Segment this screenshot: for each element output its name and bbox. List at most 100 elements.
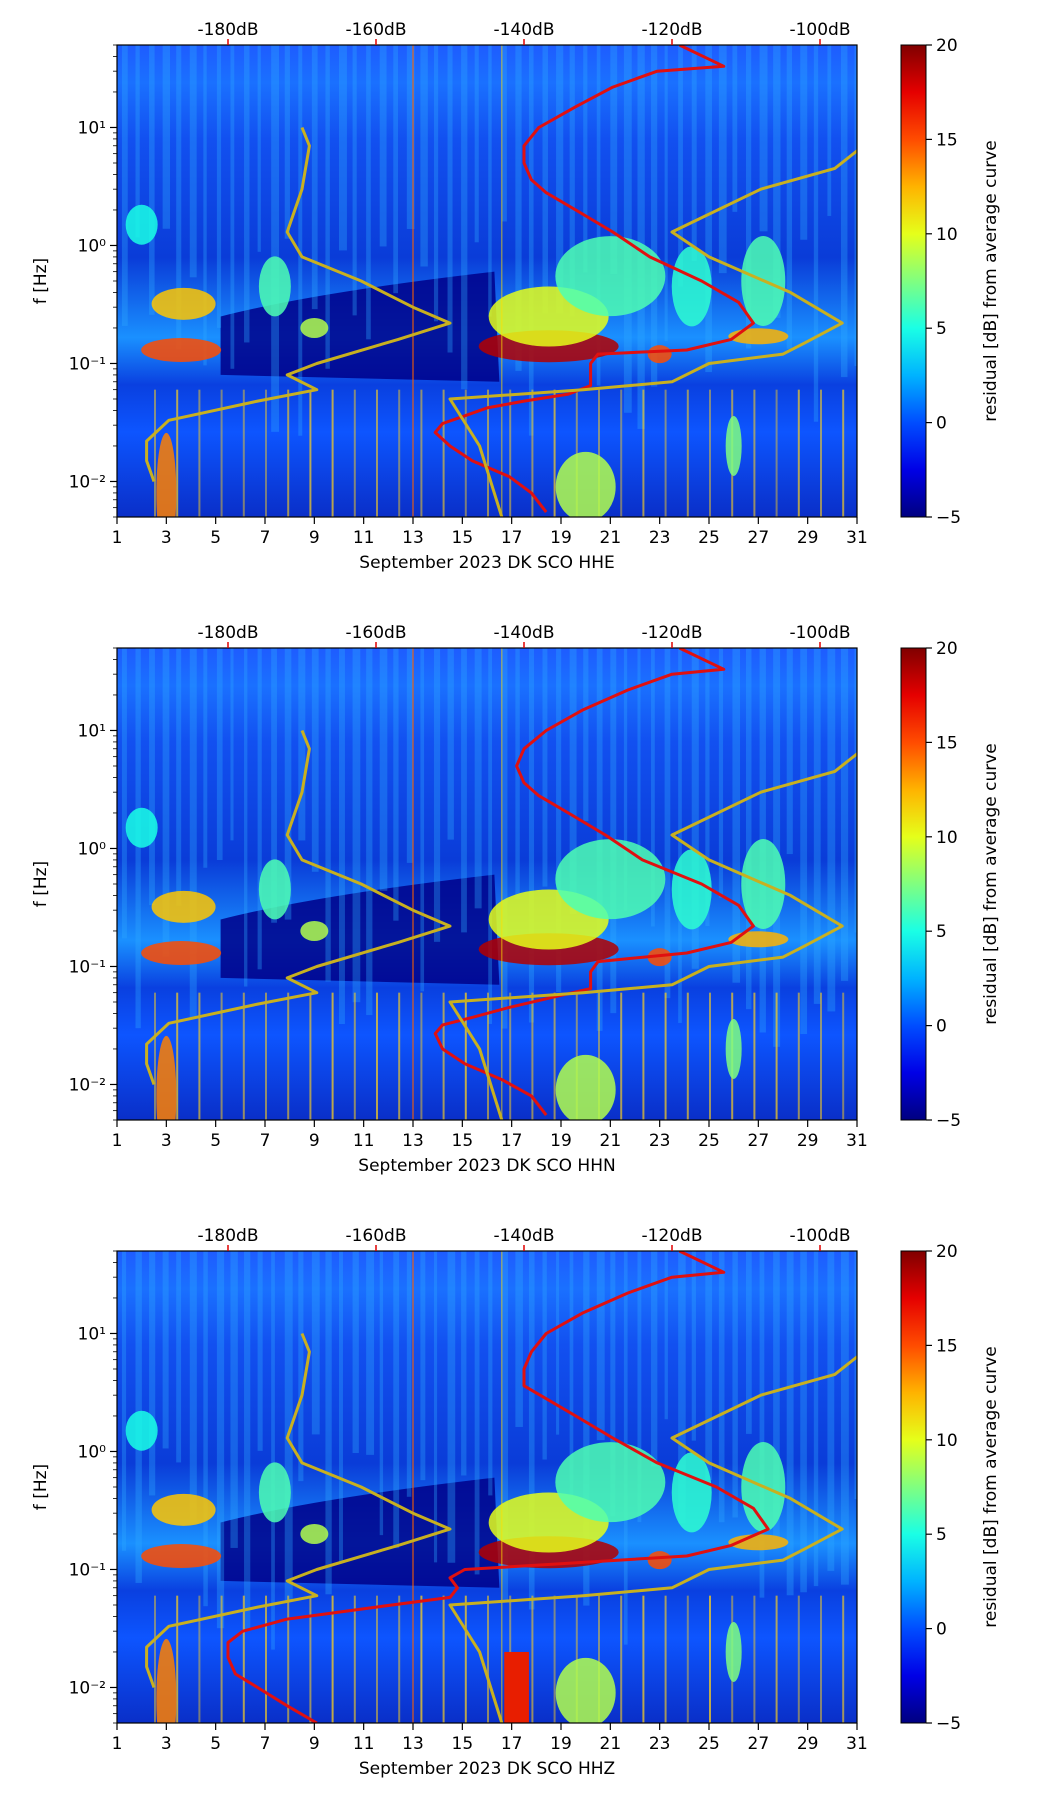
x-tick-label: 17 <box>501 1734 523 1754</box>
x-tick-label: 27 <box>748 528 770 548</box>
texture-spike <box>686 389 689 517</box>
texture-spike <box>376 1595 378 1723</box>
texture-stripe <box>854 1251 857 1500</box>
colorbar-tick-label: 20 <box>936 1242 958 1262</box>
energy-blob <box>555 1657 616 1723</box>
y-tick-label: 10⁻² <box>69 472 106 492</box>
energy-blob <box>258 256 291 317</box>
texture-stripe <box>718 648 724 898</box>
texture-spike <box>642 389 645 517</box>
y-tick-label: 10⁰ <box>78 236 107 256</box>
x-tick-label: 13 <box>402 528 424 548</box>
energy-blob <box>555 236 666 317</box>
texture-spike <box>709 1595 711 1723</box>
spectrogram-area <box>117 648 857 1120</box>
y-tick-label: 10⁻¹ <box>69 354 106 374</box>
texture-stripe <box>651 648 655 927</box>
texture-stripe <box>773 648 781 1047</box>
texture-spike <box>376 389 378 517</box>
texture-stripe <box>257 45 261 252</box>
texture-spike <box>820 1595 822 1723</box>
energy-blob <box>555 1054 616 1120</box>
energy-blob <box>300 1523 329 1544</box>
texture-stripe <box>311 1251 320 1435</box>
texture-stripe <box>298 1251 304 1482</box>
texture-stripe <box>176 1251 182 1463</box>
texture-stripe <box>366 1251 375 1455</box>
texture-stripe <box>121 1251 127 1551</box>
energy-blob <box>156 432 177 517</box>
texture-stripe <box>786 1251 794 1596</box>
y-tick-label: 10¹ <box>78 118 106 138</box>
energy-blob <box>555 1442 666 1523</box>
texture-stripe <box>447 648 454 840</box>
texture-stripe <box>651 1251 658 1467</box>
x-tick-label: 29 <box>797 528 819 548</box>
db-tick-label: -160dB <box>345 20 406 40</box>
texture-stripe <box>420 45 428 267</box>
texture-stripe <box>203 1251 208 1607</box>
texture-spike <box>709 992 711 1120</box>
texture-stripe <box>393 45 399 294</box>
texture-spike <box>220 1595 223 1723</box>
texture-spike <box>709 389 711 517</box>
x-tick-label: 29 <box>797 1734 819 1754</box>
texture-stripe <box>447 45 453 353</box>
x-tick-label: 5 <box>210 1734 221 1754</box>
db-tick-label: -180dB <box>197 1226 258 1246</box>
x-tick-label: 21 <box>600 1131 622 1151</box>
energy-blob <box>728 1534 789 1551</box>
texture-spike <box>420 389 423 517</box>
texture-stripe <box>705 45 712 373</box>
energy-blob <box>555 839 666 920</box>
texture-spike <box>553 1595 556 1723</box>
y-tick-label: 10⁰ <box>78 1442 107 1462</box>
x-tick-label: 31 <box>846 528 868 548</box>
db-tick-label: -100dB <box>789 1226 850 1246</box>
colorbar-tick-label: 5 <box>936 1525 947 1545</box>
x-tick-label: 19 <box>550 1131 572 1151</box>
texture-stripe <box>488 648 493 1024</box>
texture-stripe <box>596 1251 605 1441</box>
colorbar-tick-label: −5 <box>936 1111 961 1131</box>
texture-spike <box>442 389 445 517</box>
texture-stripe <box>610 1251 616 1517</box>
energy-blob <box>125 807 158 848</box>
texture-stripe <box>461 45 468 390</box>
texture-spike <box>842 1595 845 1723</box>
db-tick-label: -120dB <box>641 20 702 40</box>
x-tick-label: 15 <box>452 1734 474 1754</box>
texture-stripe <box>162 1251 169 1449</box>
texture-stripe <box>732 648 741 983</box>
texture-stripe <box>366 45 371 340</box>
texture-stripe <box>800 45 808 240</box>
x-tick-label: 15 <box>452 1131 474 1151</box>
texture-stripe <box>284 45 290 239</box>
texture-stripe <box>501 648 508 1029</box>
texture-spike <box>154 1595 156 1723</box>
texture-spike <box>442 1595 445 1723</box>
psd-curve <box>226 1251 770 1723</box>
texture-spike <box>775 992 778 1120</box>
texture-spike <box>620 1595 623 1723</box>
texture-stripe <box>311 648 319 872</box>
texture-stripe <box>583 45 588 273</box>
texture-spike <box>575 389 578 517</box>
texture-stripe <box>813 648 821 1004</box>
texture-stripe <box>705 648 710 927</box>
texture-spike <box>509 389 512 517</box>
texture-stripe <box>556 1251 560 1435</box>
y-tick-label: 10⁰ <box>78 839 107 859</box>
texture-stripe <box>203 648 208 868</box>
colorbar-tick-label: 0 <box>936 1017 947 1037</box>
x-tick-label: 25 <box>698 1131 720 1151</box>
colorbar-label: residual [dB] from average curve <box>981 1346 1001 1627</box>
energy-blob <box>151 890 216 923</box>
texture-stripe <box>556 648 562 993</box>
texture-spike <box>198 992 201 1120</box>
x-tick-label: 21 <box>600 1734 622 1754</box>
texture-stripe <box>216 45 222 328</box>
